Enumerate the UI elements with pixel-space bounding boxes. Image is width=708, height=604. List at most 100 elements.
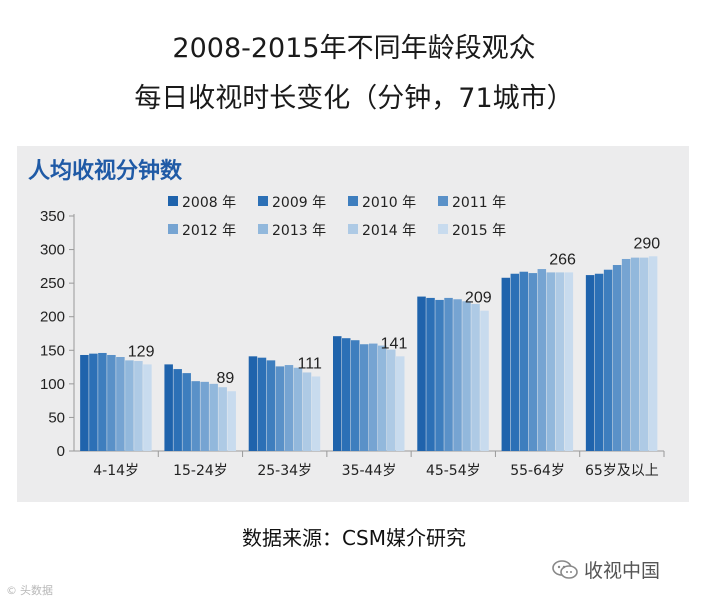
bar bbox=[275, 366, 285, 451]
data-label: 209 bbox=[465, 290, 492, 307]
data-label: 129 bbox=[128, 343, 155, 360]
y-tick-label: 350 bbox=[40, 208, 65, 225]
legend-swatch bbox=[258, 196, 268, 206]
bar bbox=[564, 272, 574, 451]
y-tick-label: 300 bbox=[40, 242, 65, 259]
bar bbox=[200, 381, 209, 451]
bar bbox=[248, 356, 258, 451]
data-label: 290 bbox=[634, 235, 661, 252]
bar bbox=[594, 273, 604, 451]
bar bbox=[257, 357, 267, 451]
bar bbox=[510, 273, 520, 451]
bar bbox=[351, 340, 360, 451]
bar bbox=[585, 275, 595, 451]
wechat-label: 收视中国 bbox=[584, 560, 661, 582]
chart-title-line2: 每日收视时长变化（分钟，71城市） bbox=[134, 83, 574, 114]
x-tick-label: 65岁及以上 bbox=[585, 463, 659, 479]
legend-swatch bbox=[258, 224, 268, 234]
wechat-badge: 收视中国 bbox=[552, 556, 660, 583]
bar bbox=[426, 297, 435, 451]
data-label: 141 bbox=[381, 335, 408, 352]
legend-label: 2012 年 bbox=[182, 223, 236, 239]
bar bbox=[612, 265, 622, 451]
bar bbox=[621, 258, 631, 451]
watermark-icon: © bbox=[6, 583, 17, 597]
y-tick-label: 200 bbox=[40, 309, 65, 326]
bar bbox=[462, 301, 471, 451]
bar bbox=[360, 344, 369, 451]
data-label: 89 bbox=[217, 370, 235, 387]
x-tick-label: 55-64岁 bbox=[510, 463, 565, 479]
bar bbox=[480, 310, 489, 451]
bar bbox=[218, 387, 227, 451]
bar bbox=[98, 352, 107, 451]
legend-swatch bbox=[168, 224, 178, 234]
data-label: 111 bbox=[298, 355, 322, 372]
panel-title: 人均收视分钟数 bbox=[28, 159, 183, 184]
bar bbox=[603, 269, 613, 451]
y-tick-label: 150 bbox=[40, 342, 65, 359]
bar bbox=[519, 271, 529, 451]
watermark-text: 头数据 bbox=[20, 584, 53, 597]
bar bbox=[417, 296, 426, 451]
bar bbox=[191, 381, 200, 451]
watermark: © 头数据 bbox=[6, 582, 53, 598]
bar bbox=[134, 361, 143, 451]
bar bbox=[116, 357, 125, 451]
bar bbox=[528, 273, 538, 451]
x-tick-label: 15-24岁 bbox=[173, 463, 228, 479]
chart-title-line1: 2008-2015年不同年龄段观众 bbox=[172, 33, 536, 64]
data-label: 266 bbox=[549, 251, 576, 268]
legend-label: 2014 年 bbox=[362, 223, 416, 239]
legend-swatch bbox=[168, 196, 178, 206]
legend-swatch bbox=[348, 196, 358, 206]
y-tick-label: 100 bbox=[40, 376, 65, 393]
x-tick-label: 45-54岁 bbox=[426, 463, 481, 479]
bar bbox=[266, 360, 276, 451]
legend-label: 2011 年 bbox=[452, 195, 506, 211]
legend-label: 2010 年 bbox=[362, 195, 416, 211]
legend-label: 2008 年 bbox=[182, 195, 236, 211]
legend-label: 2009 年 bbox=[272, 195, 326, 211]
legend-label: 2013 年 bbox=[272, 223, 326, 239]
legend-label: 2015 年 bbox=[452, 223, 506, 239]
bar bbox=[311, 376, 321, 451]
y-tick-label: 0 bbox=[57, 443, 65, 460]
bar bbox=[342, 338, 351, 451]
bar bbox=[546, 272, 556, 451]
bar bbox=[501, 277, 511, 451]
bar bbox=[369, 343, 378, 451]
bar bbox=[648, 256, 658, 451]
bar bbox=[284, 365, 294, 451]
bar bbox=[555, 272, 565, 451]
bar bbox=[387, 349, 396, 451]
bar bbox=[107, 354, 116, 451]
wechat-icon bbox=[552, 559, 578, 580]
bar bbox=[164, 364, 173, 451]
bar bbox=[143, 364, 152, 451]
legend-swatch bbox=[348, 224, 358, 234]
y-tick-label: 250 bbox=[40, 275, 65, 292]
bar bbox=[80, 354, 89, 451]
bar bbox=[293, 367, 303, 451]
bar bbox=[396, 356, 405, 451]
x-tick-label: 35-44岁 bbox=[342, 463, 397, 479]
bar bbox=[125, 360, 134, 451]
bar bbox=[444, 297, 453, 451]
bar bbox=[182, 373, 191, 451]
bar bbox=[333, 336, 342, 451]
bar bbox=[227, 391, 236, 451]
bar bbox=[537, 269, 547, 451]
bar bbox=[173, 369, 182, 451]
bar bbox=[89, 353, 98, 451]
legend-swatch bbox=[438, 224, 448, 234]
data-source: 数据来源：CSM媒介研究 bbox=[242, 526, 466, 550]
y-tick-label: 50 bbox=[48, 409, 65, 426]
x-tick-label: 25-34岁 bbox=[257, 463, 312, 479]
bar bbox=[378, 345, 387, 451]
bar bbox=[639, 257, 649, 451]
bar bbox=[630, 257, 640, 451]
bar bbox=[435, 299, 444, 451]
legend-swatch bbox=[438, 196, 448, 206]
